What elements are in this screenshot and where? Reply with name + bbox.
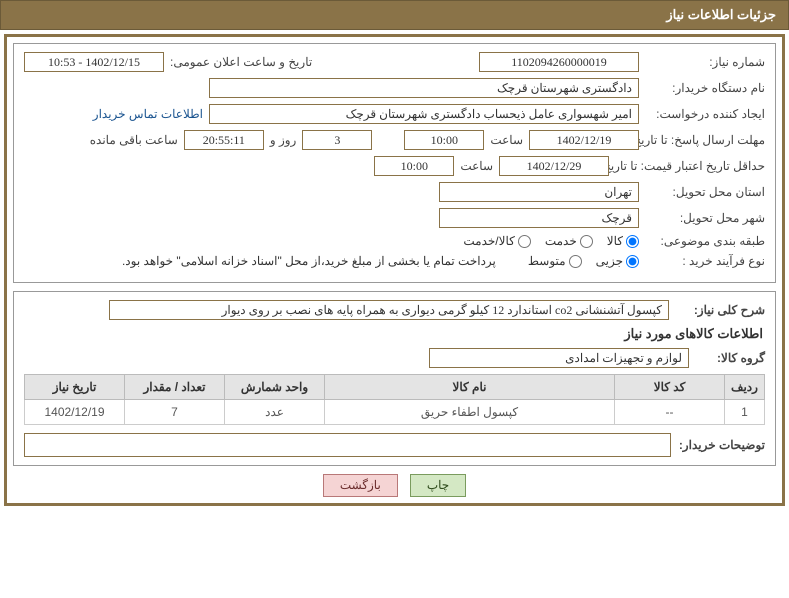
cell-date: 1402/12/19 — [25, 400, 125, 425]
th-qty: تعداد / مقدار — [125, 375, 225, 400]
radio-partial-label: جزیی — [596, 254, 623, 268]
cell-unit: عدد — [225, 400, 325, 425]
need-number-label: شماره نیاز: — [645, 55, 765, 69]
radio-medium-label: متوسط — [528, 254, 566, 268]
category-label: طبقه بندی موضوعی: — [645, 234, 765, 248]
button-row: چاپ بازگشت — [13, 474, 776, 497]
city-label: شهر محل تحویل: — [645, 211, 765, 225]
remaining-label: ساعت باقی مانده — [90, 133, 178, 147]
time-label-1: ساعت — [490, 133, 523, 147]
form-section-1: شماره نیاز: 1102094260000019 تاریخ و ساع… — [13, 43, 776, 283]
goods-table: ردیف کد کالا نام کالا واحد شمارش تعداد /… — [24, 374, 765, 425]
radio-goods-label: کالا — [607, 234, 623, 248]
th-code: کد کالا — [615, 375, 725, 400]
description-label: شرح کلی نیاز: — [675, 303, 765, 317]
buyer-org-label: نام دستگاه خریدار: — [645, 81, 765, 95]
form-section-2: شرح کلی نیاز: کپسول آتشنشانی co2 استاندا… — [13, 291, 776, 466]
countdown: 20:55:11 — [184, 130, 264, 150]
header-title: جزئیات اطلاعات نیاز — [666, 7, 776, 22]
notes-label: توضیحات خریدار: — [679, 438, 765, 452]
th-name: نام کالا — [325, 375, 615, 400]
cell-row: 1 — [725, 400, 765, 425]
requester-label: ایجاد کننده درخواست: — [645, 107, 765, 121]
group-value: لوازم و تجهیزات امدادی — [429, 348, 689, 368]
radio-partial[interactable] — [626, 255, 639, 268]
process-radio-group: جزیی متوسط — [528, 254, 639, 268]
validity-time: 10:00 — [374, 156, 454, 176]
category-radio-group: کالا خدمت کالا/خدمت — [463, 234, 639, 248]
validity-label: حداقل تاریخ اعتبار قیمت: تا تاریخ: — [615, 159, 765, 173]
cell-name: کپسول اطفاء حریق — [325, 400, 615, 425]
radio-goods-service-label: کالا/خدمت — [463, 234, 514, 248]
radio-medium[interactable] — [569, 255, 582, 268]
main-container: شماره نیاز: 1102094260000019 تاریخ و ساع… — [4, 34, 785, 506]
radio-medium-item[interactable]: متوسط — [528, 254, 582, 268]
payment-note: پرداخت تمام یا بخشی از مبلغ خرید،از محل … — [122, 254, 496, 268]
description-text: کپسول آتشنشانی co2 استاندارد 12 کیلو گرم… — [109, 300, 669, 320]
deadline-label: مهلت ارسال پاسخ: تا تاریخ: — [645, 133, 765, 147]
radio-goods-item[interactable]: کالا — [607, 234, 639, 248]
province-value: تهران — [439, 182, 639, 202]
radio-partial-item[interactable]: جزیی — [596, 254, 639, 268]
page-header: جزئیات اطلاعات نیاز — [0, 0, 789, 30]
back-button[interactable]: بازگشت — [323, 474, 398, 497]
group-label: گروه کالا: — [695, 351, 765, 365]
deadline-time: 10:00 — [404, 130, 484, 150]
time-label-2: ساعت — [460, 159, 493, 173]
th-unit: واحد شمارش — [225, 375, 325, 400]
process-label: نوع فرآیند خرید : — [645, 254, 765, 268]
announce-value: 1402/12/15 - 10:53 — [24, 52, 164, 72]
contact-link[interactable]: اطلاعات تماس خریدار — [93, 107, 203, 121]
radio-goods[interactable] — [626, 235, 639, 248]
goods-info-title: اطلاعات کالاهای مورد نیاز — [26, 326, 763, 342]
buyer-org-value: دادگستری شهرستان قرچک — [209, 78, 639, 98]
radio-service-item[interactable]: خدمت — [545, 234, 593, 248]
cell-code: -- — [615, 400, 725, 425]
print-button[interactable]: چاپ — [410, 474, 466, 497]
radio-goods-service-item[interactable]: کالا/خدمت — [463, 234, 530, 248]
th-date: تاریخ نیاز — [25, 375, 125, 400]
province-label: استان محل تحویل: — [645, 185, 765, 199]
city-value: قرچک — [439, 208, 639, 228]
cell-qty: 7 — [125, 400, 225, 425]
th-row: ردیف — [725, 375, 765, 400]
radio-goods-service[interactable] — [518, 235, 531, 248]
need-number-value: 1102094260000019 — [479, 52, 639, 72]
validity-date: 1402/12/29 — [499, 156, 609, 176]
radio-service[interactable] — [580, 235, 593, 248]
announce-label: تاریخ و ساعت اعلان عمومی: — [170, 55, 312, 69]
notes-box — [24, 433, 671, 457]
days-value: 3 — [302, 130, 372, 150]
days-label: روز و — [270, 133, 297, 147]
deadline-date: 1402/12/19 — [529, 130, 639, 150]
radio-service-label: خدمت — [545, 234, 577, 248]
table-row: 1--کپسول اطفاء حریقعدد71402/12/19 — [25, 400, 765, 425]
requester-value: امیر شهسواری عامل ذیحساب دادگستری شهرستا… — [209, 104, 639, 124]
